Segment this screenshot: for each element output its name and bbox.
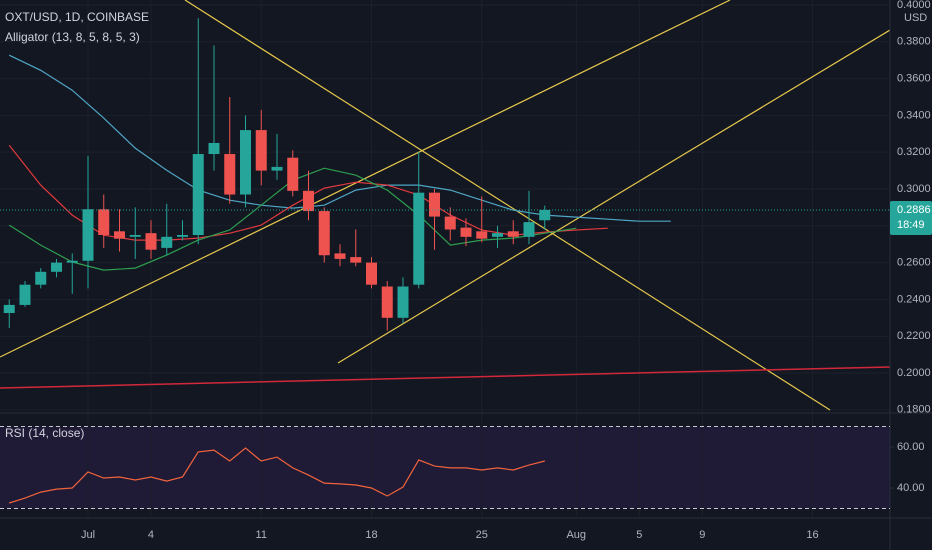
candle-body bbox=[492, 233, 504, 237]
candle-body bbox=[507, 231, 519, 237]
last-price-label: 0.2886 bbox=[897, 204, 931, 216]
candle-body bbox=[192, 154, 204, 235]
x-tick-label: 11 bbox=[256, 529, 267, 541]
candle-body bbox=[66, 260, 78, 263]
x-tick-label: 9 bbox=[699, 529, 705, 541]
candle-body bbox=[460, 227, 472, 237]
candle-body bbox=[318, 211, 330, 256]
candle-body bbox=[381, 286, 393, 318]
y-tick-label: 0.2000 bbox=[897, 367, 931, 379]
candle-body bbox=[3, 304, 15, 314]
candle-body bbox=[397, 286, 409, 318]
x-tick-label: Aug bbox=[566, 529, 586, 541]
candle-body bbox=[176, 234, 188, 237]
support-line bbox=[0, 366, 891, 389]
x-tick-label: 25 bbox=[476, 529, 488, 541]
y-tick-label: 0.3600 bbox=[897, 72, 931, 84]
candle-body bbox=[161, 236, 173, 248]
x-tick-label: 4 bbox=[148, 529, 154, 541]
y-tick-label: 0.2200 bbox=[897, 330, 931, 342]
candle-body bbox=[35, 271, 47, 285]
candle-body bbox=[50, 262, 62, 272]
candle-body bbox=[334, 253, 346, 259]
y-tick-label: 0.3200 bbox=[897, 146, 931, 158]
rsi-title: RSI (14, close) bbox=[5, 426, 84, 440]
candle-body bbox=[19, 284, 31, 305]
x-tick-label: Jul bbox=[81, 529, 95, 541]
y-tick-label: 0.3000 bbox=[897, 183, 931, 195]
candle-body bbox=[98, 209, 110, 235]
y-tick-label: 60.00 bbox=[897, 441, 925, 453]
x-tick-label: 16 bbox=[806, 529, 818, 541]
currency-label: USD bbox=[904, 12, 927, 24]
drawings bbox=[0, 0, 891, 411]
trend-line bbox=[0, 0, 731, 358]
candle-body bbox=[239, 130, 251, 195]
line-series bbox=[9, 447, 545, 504]
candle-body bbox=[350, 257, 362, 263]
candle-body bbox=[113, 231, 125, 239]
indicator-legend: Alligator (13, 8, 5, 8, 5, 3) bbox=[5, 30, 140, 44]
candle-body bbox=[429, 192, 441, 217]
grid-layer bbox=[0, 0, 890, 518]
trend-line bbox=[184, 0, 831, 411]
y-tick-label: 40.00 bbox=[897, 482, 925, 494]
trend-line bbox=[337, 29, 891, 364]
candle-body bbox=[208, 142, 220, 155]
y-tick-label: 0.2600 bbox=[897, 257, 931, 269]
candle-body bbox=[303, 190, 315, 212]
candle-body bbox=[523, 222, 535, 237]
x-tick-label: 5 bbox=[636, 529, 642, 541]
candle-body bbox=[476, 231, 488, 239]
x-tick-label: 18 bbox=[365, 529, 377, 541]
line-series bbox=[8, 54, 671, 222]
chart-title: OXT/USD, 1D, COINBASE bbox=[5, 10, 149, 24]
candle-body bbox=[224, 154, 236, 195]
candle-body bbox=[366, 262, 378, 285]
candle-body bbox=[287, 157, 299, 191]
candle-body bbox=[145, 233, 157, 250]
candle-body bbox=[271, 166, 283, 171]
y-tick-label: 0.3800 bbox=[897, 36, 931, 48]
candle-body bbox=[255, 130, 267, 171]
candle-body bbox=[413, 192, 425, 285]
y-tick-label: 0.4000 bbox=[897, 0, 931, 11]
y-tick-label: 0.2400 bbox=[897, 293, 931, 305]
candle-body bbox=[82, 209, 94, 261]
candle-body bbox=[539, 209, 551, 221]
countdown-label: 18:49 bbox=[897, 219, 925, 231]
candle-body bbox=[129, 234, 141, 237]
last-price-tag bbox=[890, 200, 932, 235]
y-tick-label: 0.1800 bbox=[897, 404, 931, 416]
y-tick-label: 0.3400 bbox=[897, 109, 931, 121]
candle-body bbox=[444, 216, 456, 230]
